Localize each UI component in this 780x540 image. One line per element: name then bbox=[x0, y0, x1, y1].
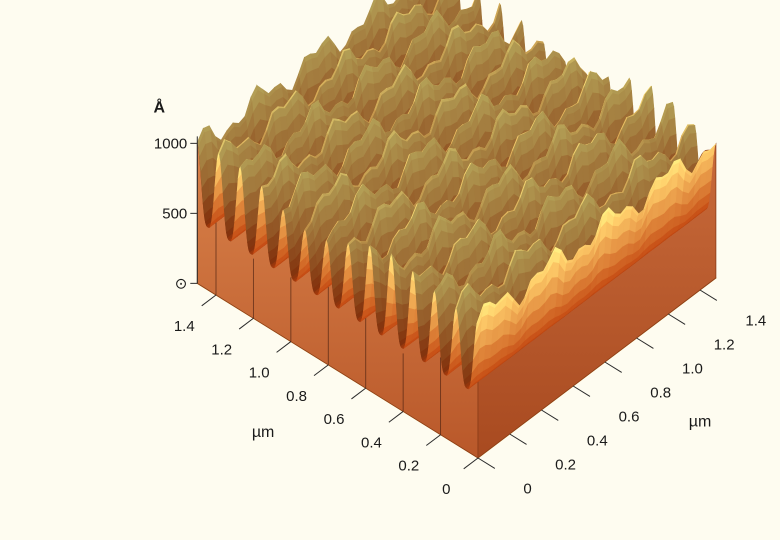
surface-ridges bbox=[196, 0, 717, 390]
